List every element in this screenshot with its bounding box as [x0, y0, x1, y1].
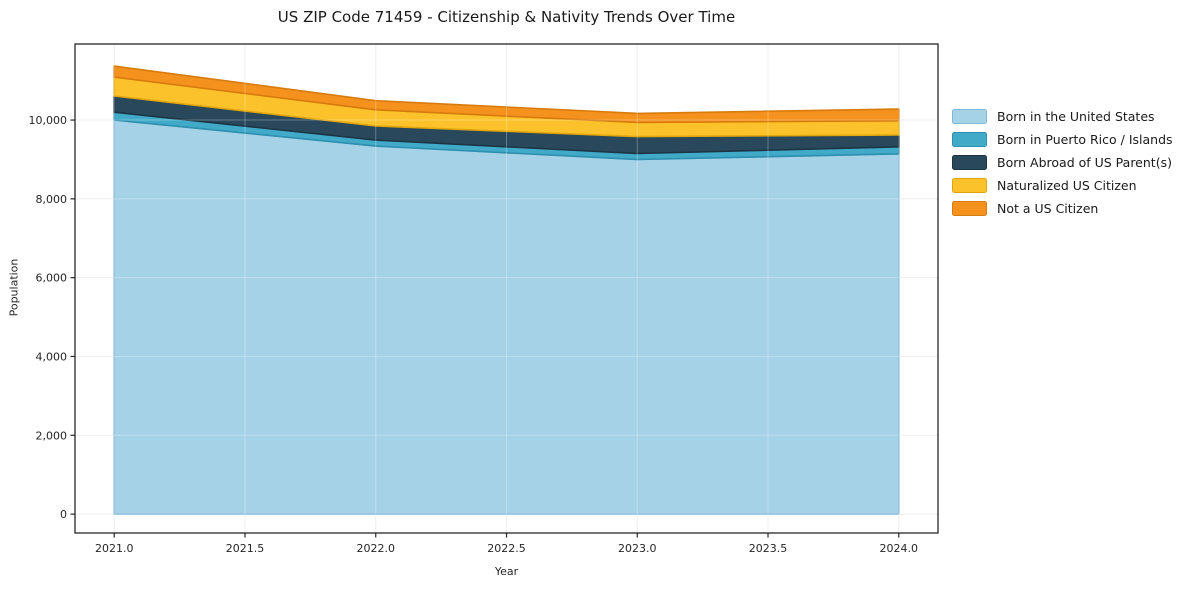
chart-title: US ZIP Code 71459 - Citizenship & Nativi… [277, 8, 736, 26]
x-tick-label: 2022.0 [356, 542, 395, 555]
x-tick-label: 2023.5 [749, 542, 788, 555]
y-axis-label: Population [7, 258, 21, 317]
legend-item: Born Abroad of US Parent(s) [952, 151, 1173, 174]
y-tick-label: 10,000 [29, 114, 68, 127]
legend-label: Born in Puerto Rico / Islands [997, 132, 1173, 147]
x-tick-label: 2023.0 [618, 542, 657, 555]
legend-label: Born Abroad of US Parent(s) [997, 155, 1172, 170]
x-tick-label: 2024.0 [880, 542, 919, 555]
legend-label: Naturalized US Citizen [997, 178, 1137, 193]
legend: Born in the United States Born in Puerto … [952, 105, 1173, 220]
x-tick-label: 2022.5 [487, 542, 526, 555]
legend-item: Born in the United States [952, 105, 1173, 128]
y-tick-label: 2,000 [36, 429, 68, 442]
y-tick-label: 4,000 [36, 350, 68, 363]
area-not-a-us-citizen [113, 65, 900, 124]
legend-swatch-icon [952, 132, 987, 147]
legend-item: Naturalized US Citizen [952, 174, 1173, 197]
x-axis-label: Year [494, 565, 519, 578]
legend-swatch-icon [952, 109, 987, 124]
legend-swatch-icon [952, 155, 987, 170]
legend-swatch-icon [952, 178, 987, 193]
legend-label: Not a US Citizen [997, 201, 1099, 216]
y-tick-label: 0 [60, 508, 67, 521]
legend-label: Born in the United States [997, 109, 1155, 124]
x-tick-label: 2021.5 [226, 542, 265, 555]
legend-item: Not a US Citizen [952, 197, 1173, 220]
y-tick-label: 6,000 [36, 272, 68, 285]
x-tick-label: 2021.0 [95, 542, 134, 555]
legend-swatch-icon [952, 201, 987, 216]
y-tick-label: 8,000 [36, 193, 68, 206]
legend-item: Born in Puerto Rico / Islands [952, 128, 1173, 151]
